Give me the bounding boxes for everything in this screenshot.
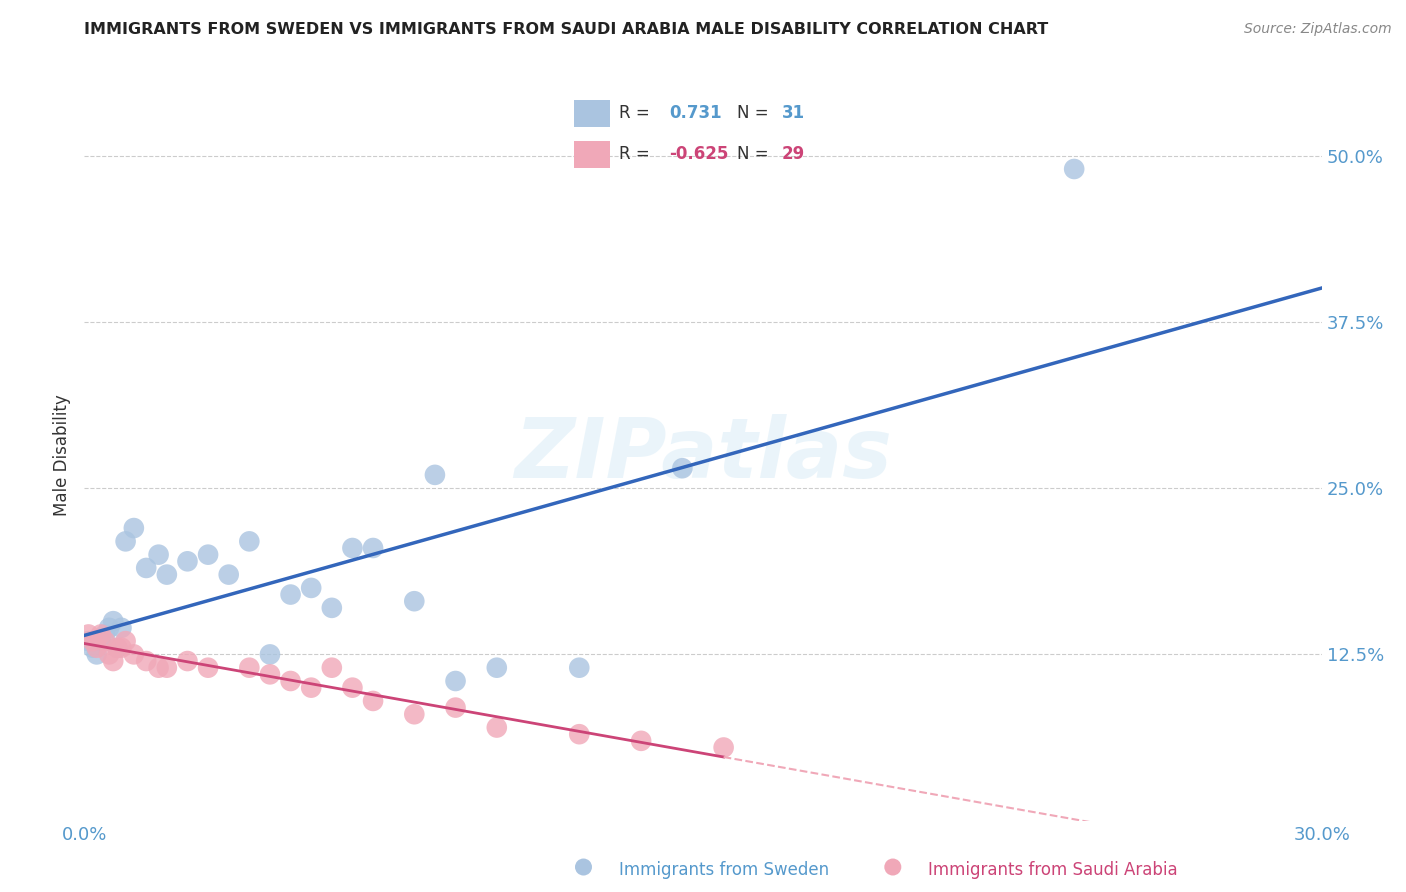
Text: ZIPatlas: ZIPatlas — [515, 415, 891, 495]
Point — [218, 567, 240, 582]
Point — [259, 667, 281, 681]
Text: R =: R = — [619, 104, 650, 122]
Point — [671, 461, 693, 475]
Text: 31: 31 — [782, 104, 804, 122]
Point — [197, 548, 219, 562]
Point — [259, 648, 281, 662]
Text: N =: N = — [737, 145, 768, 163]
Point — [299, 681, 322, 695]
Point — [444, 700, 467, 714]
Point — [342, 681, 364, 695]
Point — [98, 648, 121, 662]
Bar — [574, 100, 610, 127]
Point — [197, 661, 219, 675]
Point — [238, 661, 260, 675]
Point — [568, 727, 591, 741]
Point — [342, 541, 364, 555]
Point — [105, 640, 128, 655]
Point — [485, 661, 508, 675]
Point — [94, 627, 117, 641]
Point — [148, 548, 170, 562]
Point — [361, 694, 384, 708]
Point — [404, 594, 426, 608]
Point — [110, 640, 132, 655]
Text: 0.731: 0.731 — [669, 104, 721, 122]
Point — [77, 627, 100, 641]
Text: 29: 29 — [782, 145, 806, 163]
Point — [122, 648, 145, 662]
Point — [572, 860, 595, 874]
Point — [105, 640, 128, 655]
Point — [630, 734, 652, 748]
Point — [98, 621, 121, 635]
Point — [94, 634, 117, 648]
Point — [176, 554, 198, 568]
Point — [423, 467, 446, 482]
Point — [321, 600, 343, 615]
Text: R =: R = — [619, 145, 650, 163]
Point — [114, 634, 136, 648]
Point — [82, 634, 104, 648]
Point — [90, 627, 112, 641]
Point — [176, 654, 198, 668]
Point — [156, 567, 179, 582]
Text: IMMIGRANTS FROM SWEDEN VS IMMIGRANTS FROM SAUDI ARABIA MALE DISABILITY CORRELATI: IMMIGRANTS FROM SWEDEN VS IMMIGRANTS FRO… — [84, 22, 1049, 37]
Point — [114, 534, 136, 549]
Point — [103, 614, 125, 628]
Point — [238, 534, 260, 549]
Text: N =: N = — [737, 104, 768, 122]
Point — [321, 661, 343, 675]
Text: -0.625: -0.625 — [669, 145, 728, 163]
Point — [280, 673, 302, 688]
Point — [77, 634, 100, 648]
Point — [485, 721, 508, 735]
Point — [404, 707, 426, 722]
Point — [882, 860, 904, 874]
Text: Immigrants from Saudi Arabia: Immigrants from Saudi Arabia — [928, 861, 1178, 879]
Y-axis label: Male Disability: Male Disability — [53, 394, 72, 516]
Text: Source: ZipAtlas.com: Source: ZipAtlas.com — [1244, 22, 1392, 37]
Point — [568, 661, 591, 675]
Point — [86, 640, 108, 655]
Point — [110, 621, 132, 635]
Point — [444, 673, 467, 688]
Point — [135, 654, 157, 668]
Point — [122, 521, 145, 535]
Text: Immigrants from Sweden: Immigrants from Sweden — [619, 861, 828, 879]
Point — [82, 640, 104, 655]
Point — [90, 634, 112, 648]
Point — [156, 661, 179, 675]
Point — [299, 581, 322, 595]
Point — [86, 648, 108, 662]
Point — [713, 740, 735, 755]
Point — [148, 661, 170, 675]
Point — [1063, 161, 1085, 176]
Point — [280, 588, 302, 602]
Point — [135, 561, 157, 575]
Point — [103, 654, 125, 668]
Bar — [574, 141, 610, 168]
Point — [361, 541, 384, 555]
